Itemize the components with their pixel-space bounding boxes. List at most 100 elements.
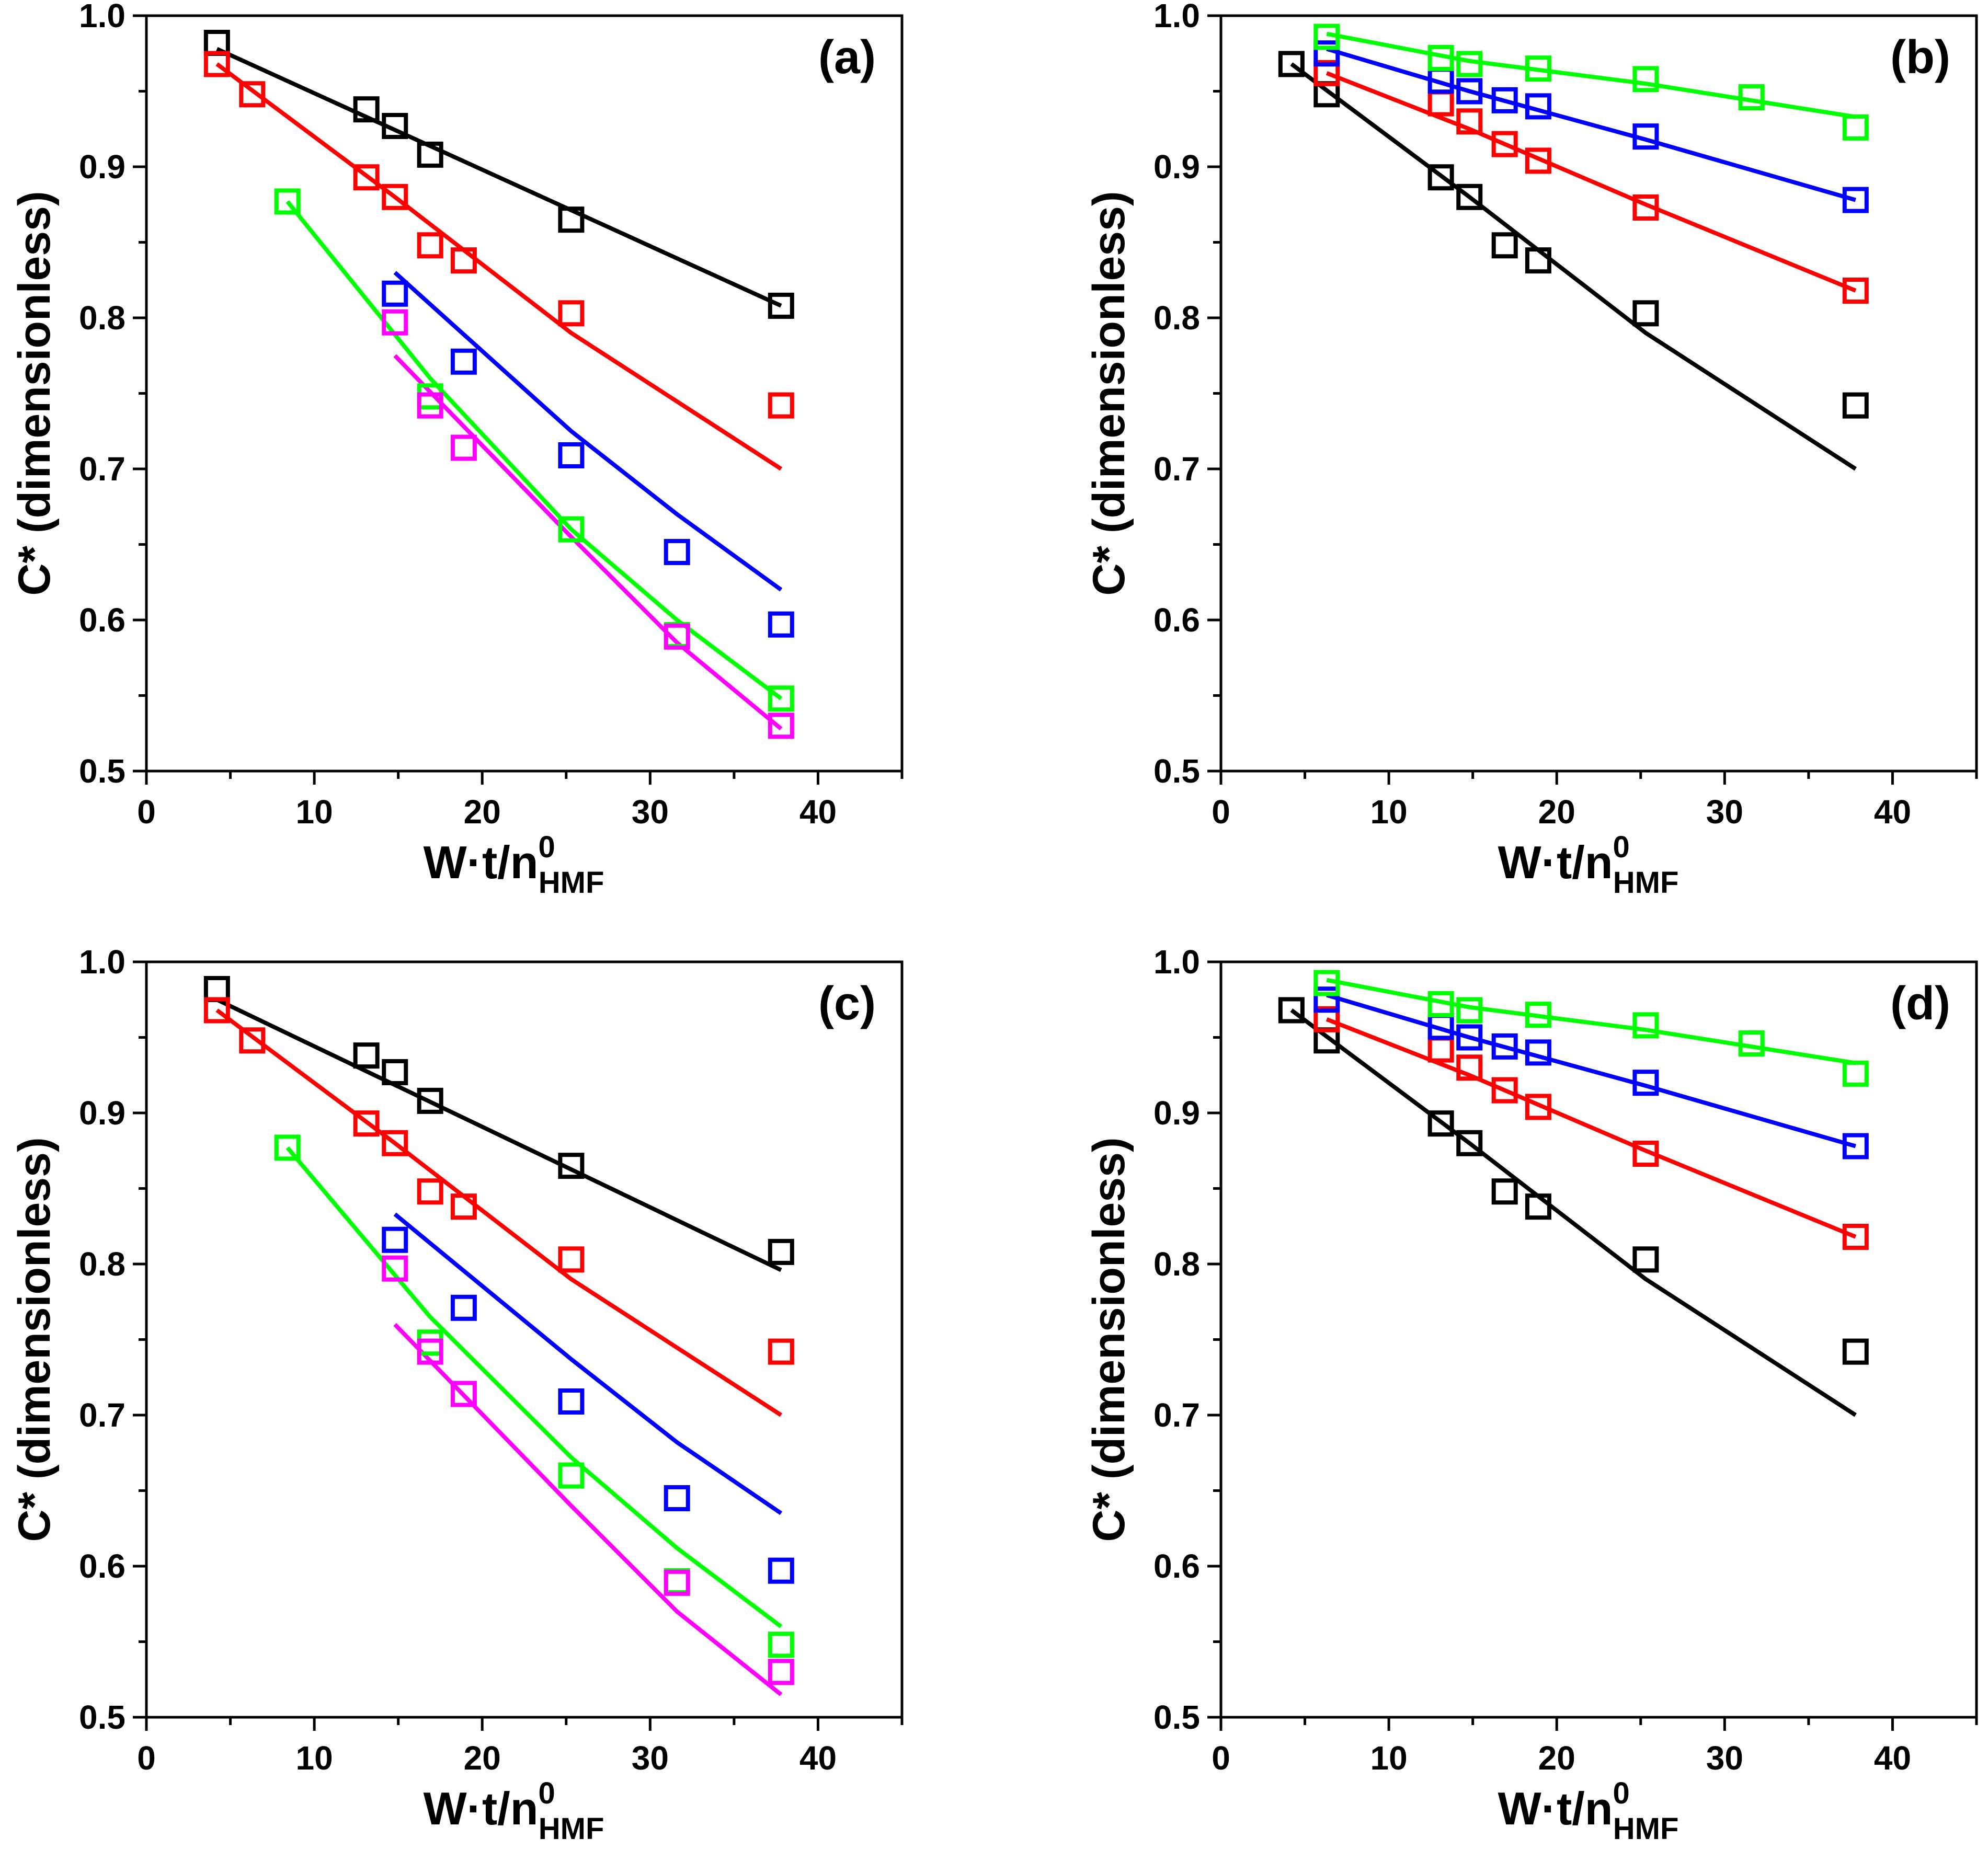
y-tick-label: 0.9 — [1153, 148, 1200, 186]
fit-line-series-3 — [393, 271, 783, 592]
x-axis-title-sup: 0 — [1613, 830, 1629, 864]
data-point-series-5 — [450, 434, 477, 461]
y-axis-title: C* (dimensionless) — [9, 1137, 60, 1542]
data-point-series-5 — [417, 1338, 443, 1365]
data-point-series-1 — [1427, 164, 1454, 191]
x-axis-title-main: W·t/n — [424, 1783, 539, 1834]
data-point-series-2 — [1525, 1094, 1551, 1120]
data-point-series-5 — [664, 623, 690, 650]
data-point-series-2 — [239, 1027, 266, 1054]
data-point-series-1 — [1632, 1246, 1659, 1273]
data-point-series-4 — [1738, 84, 1765, 111]
data-point-series-2 — [558, 1246, 585, 1273]
data-point-series-3 — [558, 1388, 585, 1415]
data-point-series-1 — [1491, 1178, 1518, 1205]
data-point-series-3 — [664, 538, 690, 565]
y-tick-label: 0.5 — [79, 1698, 125, 1736]
data-point-series-4 — [1427, 44, 1454, 71]
x-axis-title-main: W·t/n — [424, 836, 539, 888]
x-tick-label: 10 — [296, 793, 333, 831]
x-axis-title: W·t/n0 HMF — [1498, 830, 1679, 900]
x-tick-label: 20 — [1538, 793, 1575, 831]
fit-line-series-2 — [1326, 1017, 1857, 1239]
data-point-series-5 — [768, 1659, 794, 1685]
y-tick-label: 0.5 — [1153, 752, 1200, 790]
data-point-series-1 — [768, 292, 794, 319]
x-axis-title-sup: 0 — [1613, 1776, 1629, 1810]
data-point-series-2 — [353, 1110, 380, 1137]
data-point-series-2 — [417, 232, 443, 259]
data-point-series-4 — [1842, 114, 1869, 141]
x-tick-label: 0 — [1212, 793, 1230, 831]
x-axis-title-sub: HMF — [1613, 866, 1679, 900]
data-point-series-1 — [1313, 81, 1340, 108]
x-tick-label: 30 — [632, 1739, 669, 1777]
data-point-series-3 — [1842, 187, 1869, 213]
data-point-series-3 — [382, 1226, 408, 1253]
data-point-series-2 — [1842, 277, 1869, 304]
data-point-series-3 — [1313, 40, 1340, 67]
panel-label: (d) — [1890, 978, 1950, 1030]
panel-b: 0 10 20 30 40 0.5 0.6 0.7 0.8 0.9 1.0 C* (dimension… — [1084, 0, 1978, 900]
data-point-series-4 — [1313, 970, 1340, 996]
data-point-series-3 — [768, 611, 794, 638]
data-point-series-4 — [1632, 1012, 1659, 1039]
y-tick-label: 0.6 — [79, 601, 125, 639]
panel-label: (b) — [1890, 31, 1950, 84]
panel-label: (a) — [818, 31, 876, 84]
data-point-series-1 — [558, 1153, 585, 1179]
data-point-series-4 — [1525, 55, 1551, 82]
data-point-series-2 — [450, 1193, 477, 1220]
data-point-series-2 — [239, 81, 266, 108]
fit-line-series-2 — [1326, 71, 1857, 293]
y-tick-label: 0.9 — [79, 148, 125, 186]
y-tick-label: 1.0 — [1153, 0, 1200, 35]
data-point-series-1 — [417, 1087, 443, 1114]
data-point-series-1 — [382, 112, 408, 139]
data-point-series-1 — [1313, 1027, 1340, 1054]
panel-c: 0 10 20 30 40 0.5 0.6 0.7 0.8 0.9 1.0 C* (dimension… — [9, 943, 904, 1846]
x-axis-title-sup: 0 — [538, 830, 555, 864]
x-tick-label: 30 — [1706, 1739, 1743, 1777]
data-point-series-1 — [382, 1059, 408, 1085]
y-tick-label: 0.7 — [79, 450, 125, 488]
y-tick-label: 0.9 — [1153, 1094, 1200, 1132]
data-point-series-1 — [1632, 300, 1659, 327]
data-point-series-2 — [1313, 1006, 1340, 1032]
panel-a: 0 10 20 30 40 0.5 0.6 0.7 0.8 0.9 1.0 C* (dimension… — [9, 0, 904, 900]
data-point-series-1 — [1456, 1130, 1483, 1156]
fit-line-series-4 — [1326, 31, 1856, 119]
data-point-series-4 — [1525, 1002, 1551, 1028]
data-point-series-4 — [558, 516, 585, 543]
data-point-series-5 — [382, 1255, 408, 1282]
data-point-series-1 — [1278, 51, 1305, 77]
data-point-series-2 — [558, 300, 585, 327]
y-axis-title: C* (dimensionless) — [1084, 191, 1134, 595]
data-point-series-2 — [353, 164, 380, 191]
y-tick-label: 0.7 — [1153, 1396, 1200, 1434]
data-point-series-4 — [558, 1462, 585, 1489]
fit-line-series-3 — [1326, 47, 1856, 202]
data-point-series-2 — [1456, 108, 1483, 135]
x-axis-title-sub: HMF — [539, 1812, 604, 1846]
data-point-series-1 — [203, 30, 230, 56]
data-point-series-2 — [1632, 1141, 1659, 1167]
data-point-series-2 — [450, 247, 477, 274]
x-tick-label: 0 — [1212, 1739, 1230, 1777]
data-point-series-3 — [382, 280, 408, 307]
y-tick-label: 0.7 — [79, 1396, 125, 1434]
x-tick-label: 10 — [1370, 1739, 1408, 1777]
y-axis-title: C* (dimensionless) — [1084, 1137, 1134, 1542]
x-axis-title: W·t/n0 HMF — [1498, 1776, 1679, 1846]
x-tick-label: 10 — [296, 1739, 333, 1777]
y-tick-label: 0.7 — [1153, 450, 1200, 488]
x-tick-label: 30 — [1706, 793, 1743, 831]
y-tick-label: 1.0 — [79, 943, 125, 981]
y-tick-label: 0.8 — [79, 1245, 125, 1283]
y-axis-title: C* (dimensionless) — [9, 191, 60, 595]
data-point-series-1 — [353, 1042, 380, 1069]
data-point-series-2 — [1456, 1054, 1483, 1081]
data-point-series-1 — [1842, 392, 1869, 419]
data-point-series-2 — [1491, 131, 1518, 157]
data-point-series-3 — [1456, 78, 1483, 105]
